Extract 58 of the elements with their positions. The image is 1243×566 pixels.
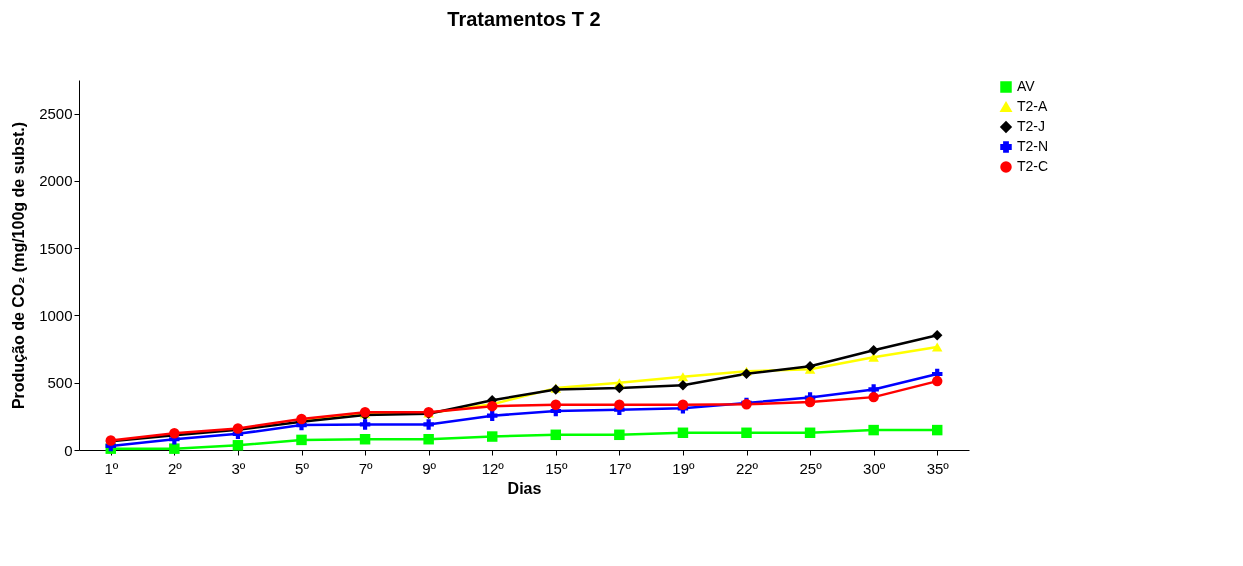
- y-axis-title: Produção de CO₂ (mg/100g de subst.): [10, 121, 28, 410]
- point: [614, 429, 625, 441]
- point: [359, 433, 371, 445]
- y-tick-label: 2500: [39, 105, 73, 123]
- legend-label: T2-C: [1017, 158, 1049, 174]
- x-tick-label: 5º: [295, 459, 310, 477]
- y-tick-label: 500: [47, 374, 73, 392]
- point: [614, 399, 625, 411]
- x-axis-title: Dias: [507, 479, 542, 497]
- point: [804, 427, 816, 439]
- point: [804, 396, 816, 408]
- point: [931, 342, 943, 352]
- point: [931, 375, 943, 387]
- point: [741, 427, 752, 439]
- point: [550, 399, 562, 411]
- point: [550, 429, 562, 441]
- point: [423, 433, 434, 445]
- legend-label: T2-J: [1017, 118, 1045, 134]
- x-tick-label: 2º: [167, 459, 183, 477]
- x-tick-label: 9º: [422, 459, 437, 477]
- y-tick-label: 1500: [39, 239, 73, 257]
- point: [868, 391, 879, 403]
- x-tick-label: 19º: [672, 459, 696, 477]
- legend-label: T2-N: [1017, 138, 1049, 154]
- point: [677, 372, 689, 382]
- point: [741, 368, 752, 380]
- x-tick-label: 3º: [231, 459, 246, 477]
- point: [359, 419, 371, 430]
- legend-label: AV: [1017, 78, 1036, 94]
- x-tick-label: 35º: [926, 459, 950, 477]
- point: [868, 424, 879, 436]
- x-tick-label: 12º: [481, 459, 505, 477]
- point: [486, 431, 498, 442]
- point: [423, 419, 434, 430]
- x-tick-label: 15º: [545, 459, 568, 477]
- x-tick-label: 17º: [608, 459, 632, 477]
- legend-label: T2-A: [1017, 98, 1048, 114]
- chart-title: Tratamentos T 2: [447, 8, 601, 30]
- x-tick-label: 1º: [104, 459, 119, 477]
- point: [486, 410, 498, 421]
- point: [677, 379, 689, 391]
- point: [169, 443, 180, 454]
- point: [868, 344, 879, 356]
- x-tick-label: 25º: [799, 459, 823, 477]
- point: [931, 424, 943, 436]
- point: [804, 360, 816, 372]
- y-tick-label: 1000: [39, 306, 73, 324]
- y-tick-label: 2000: [39, 172, 73, 190]
- point: [931, 329, 943, 341]
- x-tick-label: 7º: [358, 459, 373, 477]
- point: [614, 382, 625, 394]
- x-tick-label: 22º: [735, 459, 759, 477]
- point: [677, 427, 689, 439]
- point: [677, 399, 689, 411]
- y-tick-label: 0: [64, 441, 73, 459]
- x-tick-label: 30º: [863, 459, 886, 477]
- point: [232, 440, 244, 451]
- point: [296, 434, 307, 446]
